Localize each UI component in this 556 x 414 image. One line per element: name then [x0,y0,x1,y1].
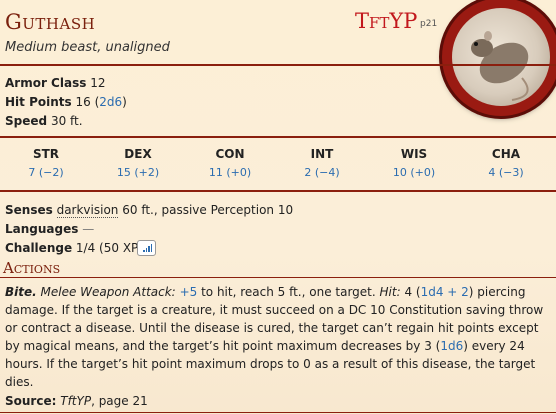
ability-str-label: STR [32,147,60,161]
challenge-label: Challenge [5,241,73,255]
armor-class-label: Armor Class [5,76,87,90]
armor-class-value: 12 [90,76,106,90]
darkvision-link[interactable]: darkvision [56,203,119,218]
encounter-calculator-button[interactable] [137,240,156,256]
token-portrait [452,8,550,106]
bite-hit-label: Hit: [379,285,401,299]
source-label: Source: [5,394,57,408]
armor-class-line: Armor Class 12 [5,75,105,91]
ability-wis-label: WIS [400,147,428,161]
speed-line: Speed 30 ft. [5,113,83,129]
ability-wis: WIS 10 (+0) [368,147,460,179]
bite-attack-type: Melee Weapon Attack: [40,285,176,299]
bite-to-hit-roll[interactable]: +5 [179,285,198,299]
ability-wis-value[interactable]: 10 (+0) [392,166,436,179]
ability-cha-label: CHA [491,147,521,161]
source-page: p21 [420,19,438,29]
divider-abilities-top [0,136,556,138]
ability-dex-value[interactable]: 15 (+2) [116,166,160,179]
divider-top [0,64,556,66]
ability-con-value[interactable]: 11 (+0) [208,166,252,179]
monster-type: Medium beast, unaligned [5,40,170,55]
bite-damage-roll[interactable]: 1d4 + 2 [420,285,469,299]
source-abbreviation[interactable]: TftYP [355,9,418,33]
bite-text-1: to hit, reach 5 ft., one target. [197,285,380,299]
languages-value: — [82,222,95,236]
actions-heading: Actions [3,259,61,277]
bite-action-name: Bite. [5,285,37,299]
divider-bottom [0,412,556,413]
monster-name: Guthash [5,10,96,34]
ability-cha: CHA 4 (−3) [460,147,552,179]
ability-cha-value[interactable]: 4 (−3) [488,166,524,179]
divider-abilities-bottom [0,190,556,192]
disease-decrease-roll[interactable]: 1d6 [440,339,464,353]
senses-value: 60 ft., passive Perception 10 [122,203,294,217]
challenge-value: 1/4 (50 XP) [75,241,143,255]
hit-points-value: 16 [75,95,91,109]
ability-int: INT 2 (−4) [276,147,368,179]
bite-damage: 4 ( [400,285,421,299]
source-book[interactable]: TftYP [60,394,92,408]
bar-chart-icon [143,244,152,252]
rat-token-image[interactable] [442,0,556,116]
rat-icon [471,31,529,101]
ability-int-value[interactable]: 2 (−4) [304,166,340,179]
ability-con-label: CON [215,147,245,161]
languages-label: Languages [5,222,79,236]
languages-line: Languages — [5,221,94,237]
ability-str-value[interactable]: 7 (−2) [28,166,64,179]
ability-dex: DEX 15 (+2) [92,147,184,179]
senses-label: Senses [5,203,53,217]
ability-dex-label: DEX [124,147,152,161]
senses-line: Senses darkvision 60 ft., passive Percep… [5,202,293,218]
ability-int-label: INT [310,147,334,161]
hit-points-label: Hit Points [5,95,72,109]
action-bite: Bite. Melee Weapon Attack: +5 to hit, re… [5,283,550,391]
hit-dice-roll[interactable]: 2d6 [99,95,123,109]
bite-text-2: ) piercing damage. If the target is a cr… [5,285,544,353]
hit-points-line: Hit Points 16 (2d6) [5,95,127,109]
source-line: Source: TftYP, page 21 [5,394,148,408]
challenge-line: Challenge 1/4 (50 XP) [5,240,143,256]
speed-label: Speed [5,114,48,128]
ability-str: STR 7 (−2) [0,147,92,179]
source-page-text: , page 21 [91,394,148,408]
ability-con: CON 11 (+0) [184,147,276,179]
bite-text-3: ) every 24 hours. If the target’s hit po… [5,339,536,389]
divider-actions [0,277,556,278]
speed-value: 30 ft. [50,114,83,128]
